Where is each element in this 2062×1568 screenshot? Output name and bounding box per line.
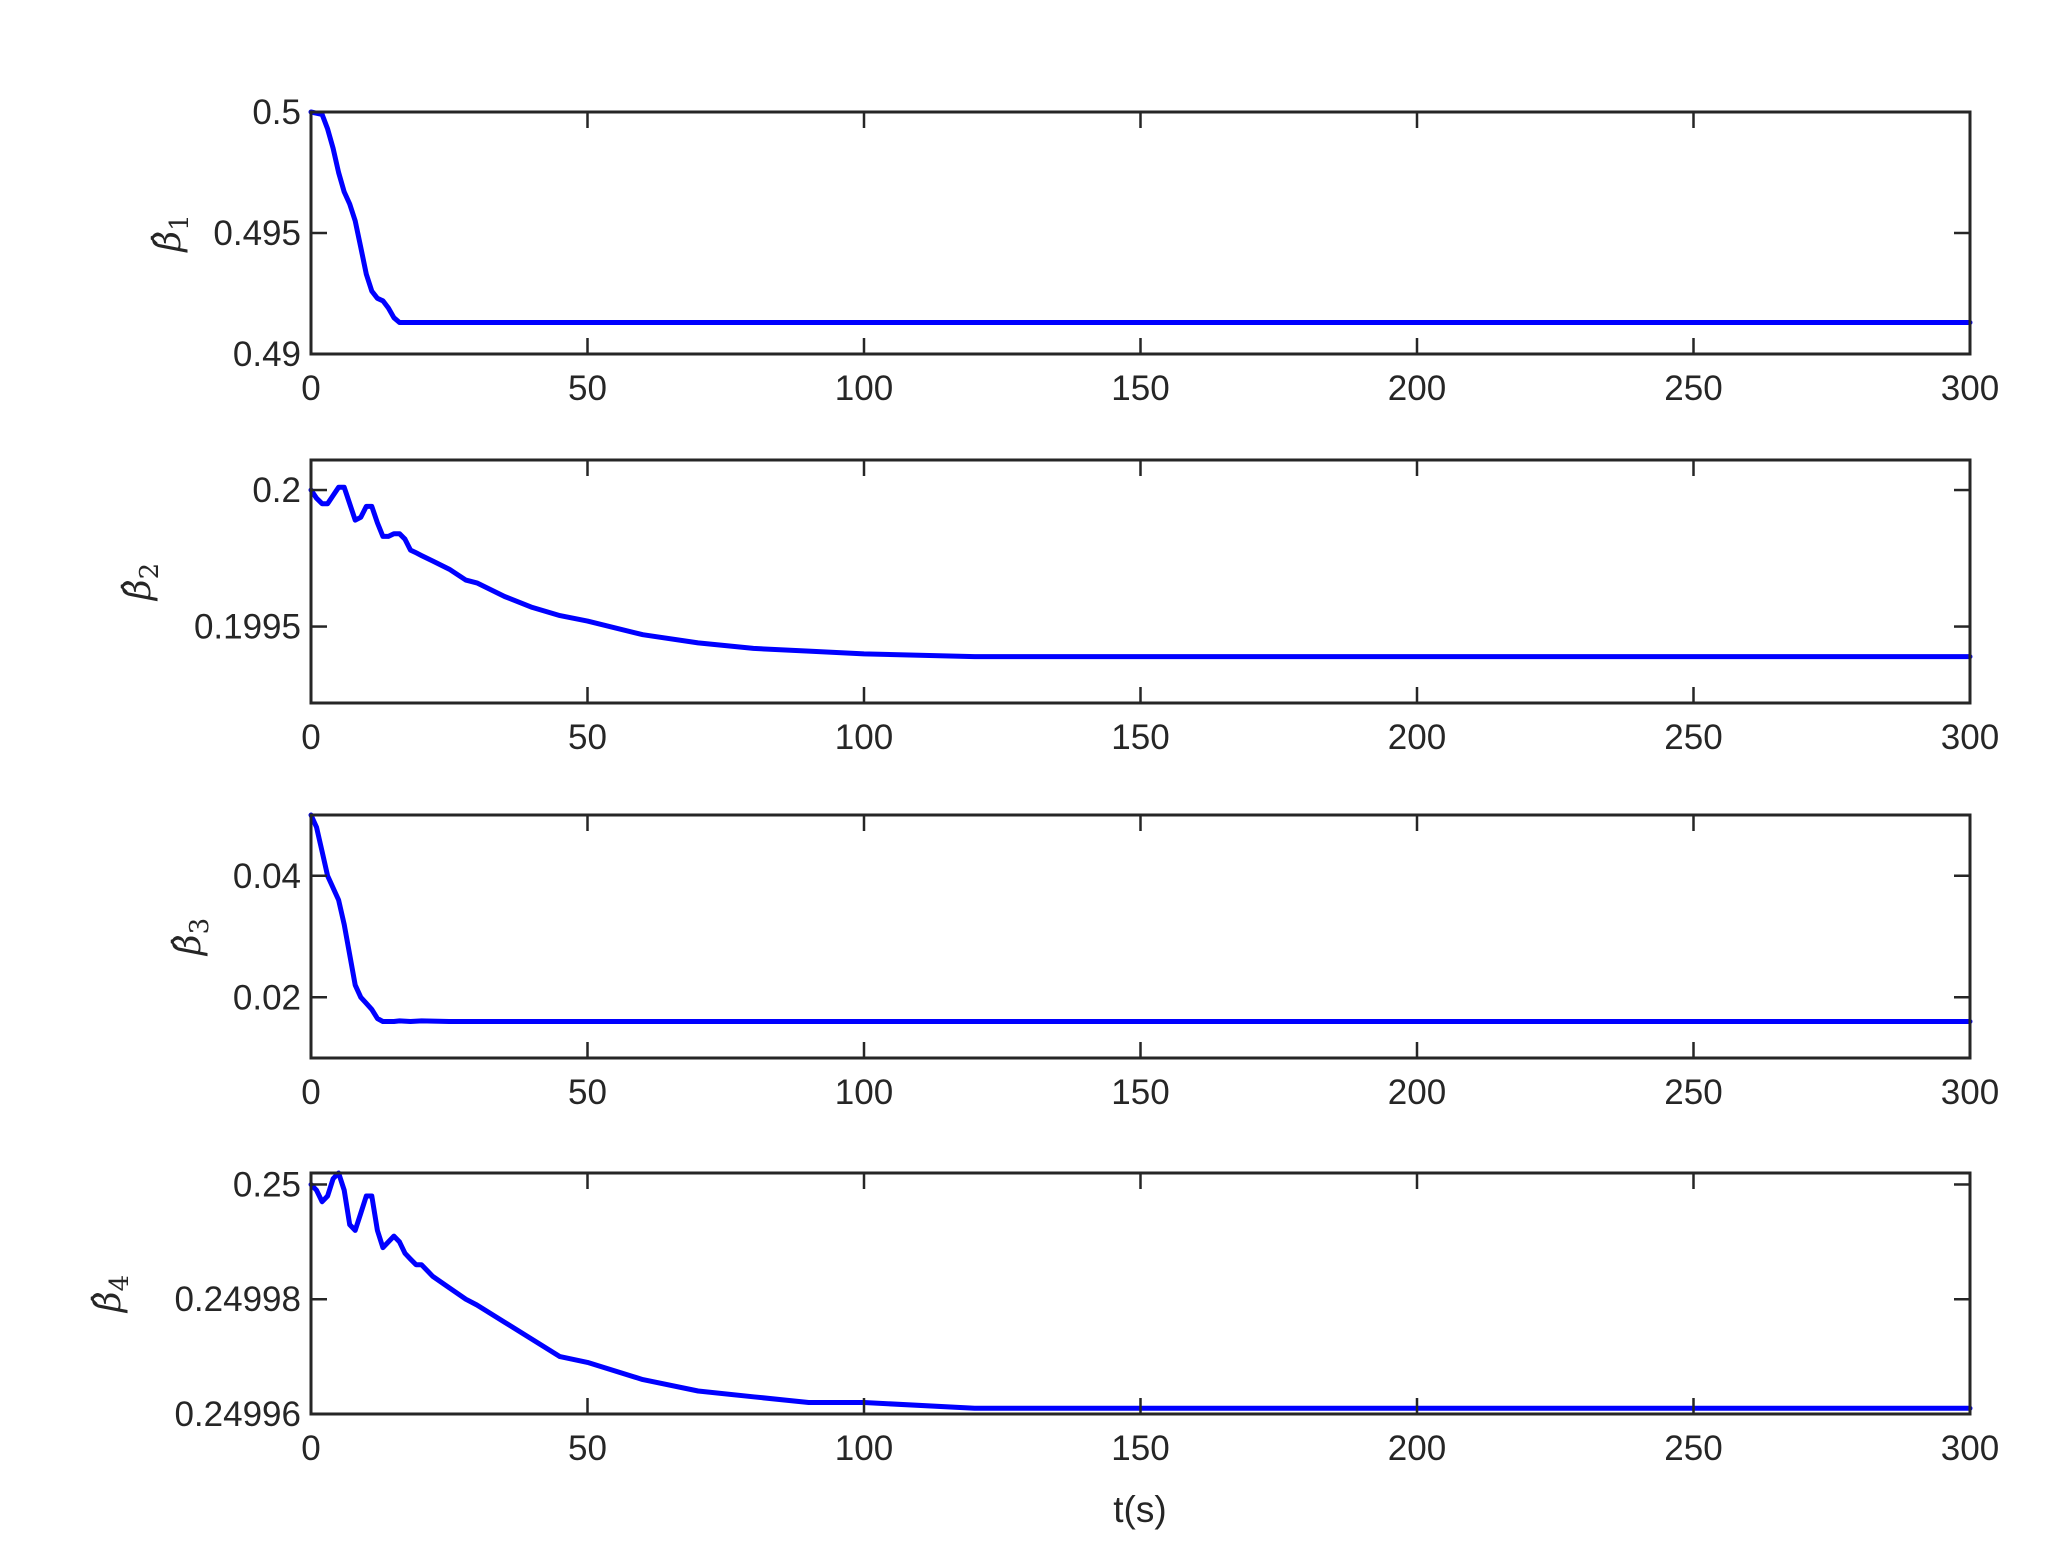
x-tick-label: 250	[1664, 369, 1722, 408]
subplot-beta2: 0 50 100 150 200 250 300 0.1995 0.2 β̂2	[118, 458, 1999, 757]
y-tick-label: 0.25	[233, 1165, 301, 1204]
series-line-beta3	[308, 812, 1973, 1024]
x-tick-label: 150	[1111, 1429, 1169, 1468]
x-tick-label: 150	[1111, 369, 1169, 408]
x-tick-label: 300	[1941, 718, 1999, 757]
y-axis-label: β̂1	[148, 214, 195, 253]
y-axis-label: β̂3	[168, 918, 215, 957]
x-tick-label: 0	[301, 369, 320, 408]
x-tick-label: 150	[1111, 1073, 1169, 1112]
y-tick-label: 0.5	[252, 93, 301, 132]
subplot-beta4: 0 50 100 150 200 250 300 0.24996 0.24998 0.25 β̂4	[88, 1165, 1999, 1468]
x-tick-label: 100	[835, 369, 893, 408]
x-tick-label: 50	[568, 1429, 607, 1468]
x-tick-label: 200	[1388, 369, 1446, 408]
y-tick-label: 0.495	[213, 214, 301, 253]
x-tick-label: 150	[1111, 718, 1169, 757]
y-tick-label: 0.24998	[174, 1280, 301, 1319]
x-axis-label: t(s)	[1113, 1489, 1166, 1530]
series-line-beta2	[308, 484, 1973, 660]
x-tick-label: 50	[568, 718, 607, 757]
x-tick-label: 100	[835, 1429, 893, 1468]
x-tick-label: 100	[835, 1073, 893, 1112]
y-tick-label: 0.04	[233, 857, 301, 896]
y-tick-label: 0.1995	[194, 608, 301, 647]
x-tick-label: 200	[1388, 1429, 1446, 1468]
y-tick-label: 0.49	[233, 335, 301, 374]
series-line-beta1	[308, 109, 1973, 325]
x-tick-label: 100	[835, 718, 893, 757]
y-axis-label: β̂4	[88, 1275, 135, 1314]
x-tick-label: 250	[1664, 718, 1722, 757]
subplot-beta1: 0 50 100 150 200 250 300 0.49 0.495 0.5 β̂1	[148, 93, 1999, 408]
subplot-beta3: 0 50 100 150 200 250 300 0.02 0.04 β̂3	[168, 812, 1999, 1112]
x-tick-label: 200	[1388, 1073, 1446, 1112]
axes-box	[309, 110, 1972, 356]
y-axis-label: β̂2	[118, 563, 165, 602]
x-tick-label: 0	[301, 1073, 320, 1112]
x-tick-label: 300	[1941, 1429, 1999, 1468]
x-tick-label: 0	[301, 718, 320, 757]
x-tick-label: 0	[301, 1429, 320, 1468]
x-tick-label: 250	[1664, 1073, 1722, 1112]
x-tick-label: 50	[568, 1073, 607, 1112]
x-tick-label: 200	[1388, 718, 1446, 757]
y-tick-label: 0.02	[233, 978, 301, 1017]
series-line-beta4	[308, 1170, 1973, 1411]
x-tick-label: 50	[568, 369, 607, 408]
x-tick-label: 300	[1941, 1073, 1999, 1112]
axes-box	[309, 458, 1972, 705]
axes-box	[309, 1171, 1972, 1416]
x-tick-label: 250	[1664, 1429, 1722, 1468]
x-tick-label: 300	[1941, 369, 1999, 408]
y-tick-label: 0.24996	[174, 1395, 301, 1434]
y-tick-label: 0.2	[252, 471, 301, 510]
